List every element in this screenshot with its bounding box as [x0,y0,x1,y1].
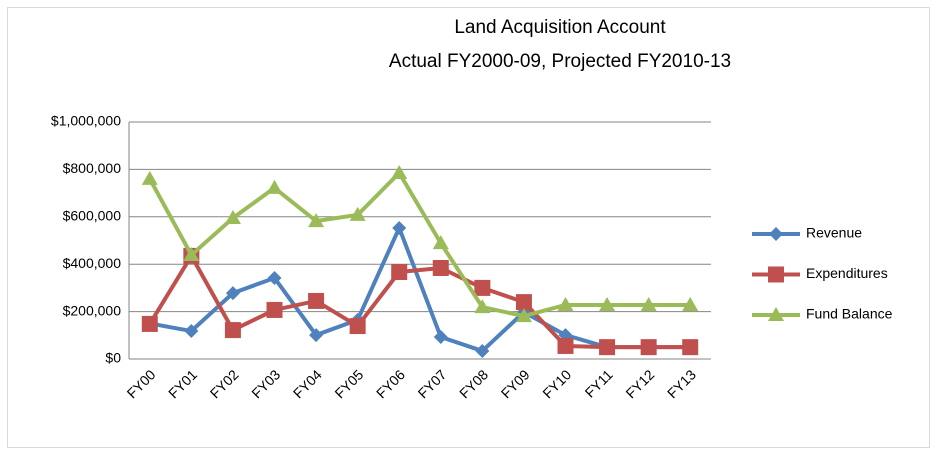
data-point [392,220,407,235]
y-tick-label: $200,000 [63,302,122,318]
data-point [640,296,657,311]
legend-marker [769,227,783,241]
data-point [266,301,283,318]
data-point [599,339,616,356]
data-point [432,259,449,276]
data-point [349,318,366,335]
legend-label: Fund Balance [806,306,893,322]
data-point [640,339,657,356]
data-point [515,308,532,323]
data-point [349,206,366,221]
data-point [391,164,408,179]
data-point [141,315,158,332]
data-point [309,328,324,343]
data-point [266,179,283,194]
legend-marker [768,307,784,321]
series-line [148,170,691,319]
data-point [267,270,282,285]
y-tick-label: $0 [105,350,121,366]
legend-label: Expenditures [806,265,888,281]
data-point [308,213,325,228]
data-point [184,324,199,339]
data-point [433,329,448,344]
y-tick-label: $1,000,000 [51,113,121,129]
data-point [224,322,241,339]
data-point [141,170,158,185]
data-point [475,343,490,358]
legend-label: Revenue [806,225,862,241]
data-point [557,296,574,311]
data-point [308,292,325,309]
y-tick-label: $600,000 [63,208,122,224]
data-point [682,296,699,311]
data-point [599,296,616,311]
data-point [474,299,491,314]
y-tick-label: $800,000 [63,160,122,176]
legend-marker [768,266,784,283]
data-point [391,264,408,281]
data-point [224,209,241,224]
data-point [225,286,240,301]
data-point [682,339,699,356]
data-point [183,246,200,261]
chart-subtitle: Actual FY2000-09, Projected FY2010-13 [389,51,731,72]
chart-title: Land Acquisition Account [454,17,666,38]
y-tick-label: $400,000 [63,255,122,271]
data-point [474,279,491,296]
data-point [515,294,532,311]
data-point [557,337,574,354]
data-point [432,235,449,250]
